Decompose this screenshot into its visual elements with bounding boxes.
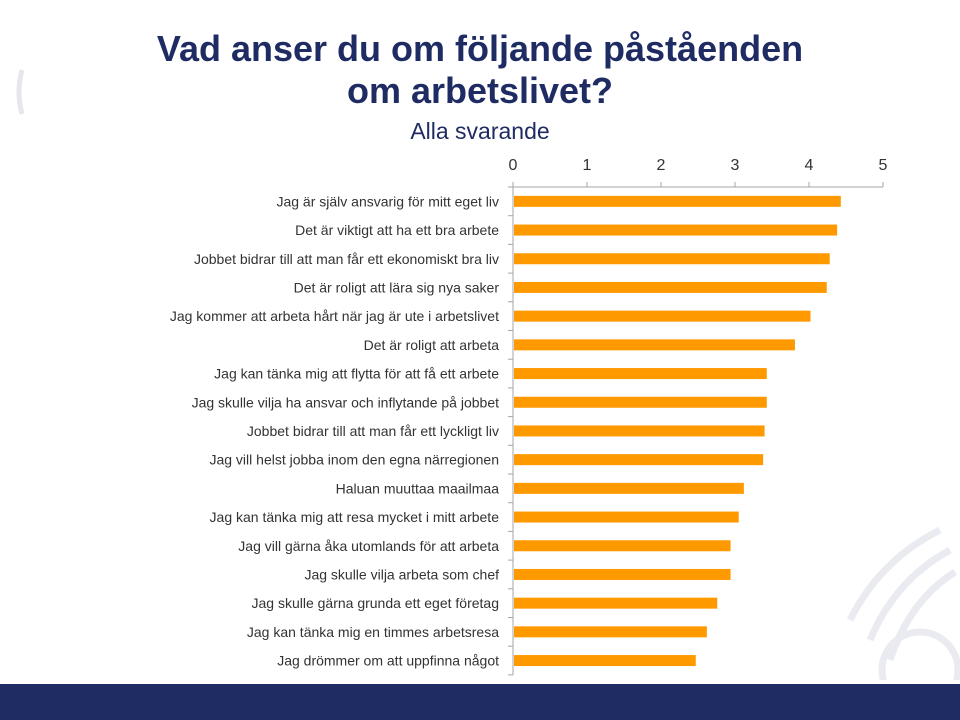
bar xyxy=(514,224,838,236)
category-label: Jobbet bidrar till att man får ett ekono… xyxy=(194,251,499,267)
x-tick-label: 5 xyxy=(879,157,888,174)
bar xyxy=(514,368,767,380)
bar xyxy=(514,253,830,265)
footer-bar xyxy=(0,684,960,720)
category-label: Jag vill helst jobba inom den egna närre… xyxy=(209,452,499,468)
bar xyxy=(514,281,827,293)
category-label: Jobbet bidrar till att man får ett lyckl… xyxy=(247,423,499,439)
category-label: Jag kan tänka mig att flytta för att få … xyxy=(214,366,499,382)
category-label: Jag kan tänka mig att resa mycket i mitt… xyxy=(210,509,500,525)
chart-subtitle: Alla svarande xyxy=(410,118,550,144)
category-label: Jag skulle gärna grunda ett eget företag xyxy=(251,595,499,611)
category-label: Jag kommer att arbeta hårt när jag är ut… xyxy=(170,308,499,324)
category-label: Haluan muuttaa maailmaa xyxy=(336,480,500,496)
title-line-2: om arbetslivet? xyxy=(346,70,614,111)
bar xyxy=(514,655,696,667)
x-tick-label: 0 xyxy=(509,157,518,174)
bar xyxy=(514,454,764,466)
logo-watermark-icon xyxy=(16,69,25,115)
bar xyxy=(514,339,795,351)
x-tick-label: 1 xyxy=(583,157,592,174)
bar xyxy=(514,310,811,322)
bar xyxy=(514,626,707,638)
category-label: Jag drömmer om att uppfinna något xyxy=(277,653,499,669)
bar xyxy=(514,396,767,408)
bar xyxy=(514,195,841,207)
bar xyxy=(514,568,731,580)
bar xyxy=(514,597,718,609)
bar xyxy=(514,540,731,552)
category-label: Jag vill gärna åka utomlands för att arb… xyxy=(238,538,499,554)
x-tick-label: 4 xyxy=(805,157,814,174)
category-label: Jag skulle vilja arbeta som chef xyxy=(304,566,499,582)
title-line-1: Vad anser du om följande påståenden xyxy=(156,28,804,69)
bar xyxy=(514,511,739,523)
category-label: Jag är själv ansvarig för mitt eget liv xyxy=(276,193,499,209)
category-label: Det är roligt att lära sig nya saker xyxy=(294,279,500,295)
x-tick-label: 3 xyxy=(731,157,740,174)
bar-chart: 0 1 2 3 4 5 Jag är själv ansvarig för mitt ege… xyxy=(170,157,888,676)
category-label: Det är roligt att arbeta xyxy=(364,337,500,353)
category-label: Jag skulle vilja ha ansvar och inflytand… xyxy=(192,394,500,410)
emblem-watermark-icon xyxy=(846,526,960,680)
bar xyxy=(514,425,765,437)
slide-title: Vad anser du om följande påståenden om a… xyxy=(0,28,960,112)
x-tick-label: 2 xyxy=(657,157,666,174)
category-label: Jag kan tänka mig en timmes arbetsresa xyxy=(247,624,499,640)
bar xyxy=(514,482,744,494)
category-label: Det är viktigt att ha ett bra arbete xyxy=(295,222,499,238)
